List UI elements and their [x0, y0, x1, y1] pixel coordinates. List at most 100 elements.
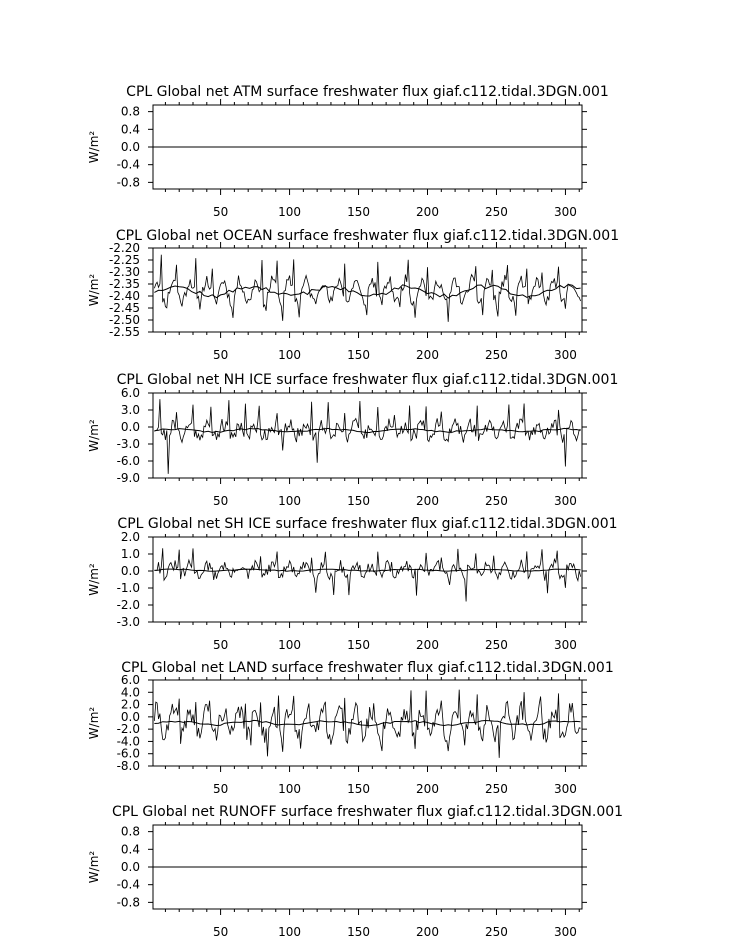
x-tick-label: 150: [347, 638, 370, 652]
chart-title: CPL Global net SH ICE surface freshwater…: [117, 516, 617, 532]
x-tick-label: 250: [485, 494, 508, 508]
y-tick-label: 4.0: [121, 685, 140, 699]
x-tick-label: 200: [416, 638, 439, 652]
y-tick-label: -8.0: [117, 759, 140, 773]
x-tick-label: 300: [554, 494, 577, 508]
y-tick-label: -2.35: [109, 277, 140, 291]
x-tick-label: 50: [213, 638, 228, 652]
x-tick-label: 300: [554, 925, 577, 939]
x-tick-label: 300: [554, 638, 577, 652]
series-line-2: [154, 719, 581, 727]
y-tick-label: -3.0: [117, 437, 140, 451]
y-tick-label: 1.0: [121, 547, 140, 561]
y-tick-label: -0.8: [117, 895, 140, 909]
x-tick-label: 150: [347, 782, 370, 796]
chart-panel-5: CPL Global net LAND surface freshwater f…: [87, 660, 614, 796]
y-axis-label: W/m²: [87, 419, 101, 452]
y-tick-label: -2.20: [109, 241, 140, 255]
x-tick-label: 200: [416, 205, 439, 219]
y-tick-label: -3.0: [117, 615, 140, 629]
x-tick-label: 100: [278, 638, 301, 652]
y-axis-label: W/m²: [87, 563, 101, 596]
series-line-1: [154, 399, 581, 474]
x-tick-label: 200: [416, 494, 439, 508]
y-tick-label: 0.8: [121, 825, 140, 839]
x-tick-label: 150: [347, 925, 370, 939]
chart-panel-4: CPL Global net SH ICE surface freshwater…: [87, 516, 618, 652]
y-axis-label: W/m²: [87, 851, 101, 884]
y-tick-label: -2.40: [109, 289, 140, 303]
y-tick-label: -2.0: [117, 722, 140, 736]
y-tick-label: 0.0: [121, 420, 140, 434]
x-tick-label: 150: [347, 494, 370, 508]
y-tick-label: 0.4: [121, 842, 140, 856]
x-tick-label: 250: [485, 205, 508, 219]
y-axis-label: W/m²: [87, 707, 101, 740]
x-tick-label: 300: [554, 348, 577, 362]
series-line-1: [154, 689, 581, 758]
x-tick-label: 100: [278, 494, 301, 508]
x-tick-label: 300: [554, 205, 577, 219]
series-line-2: [154, 568, 581, 572]
y-tick-label: -6.0: [117, 747, 140, 761]
y-tick-label: 2.0: [121, 698, 140, 712]
y-tick-label: -9.0: [117, 471, 140, 485]
x-tick-label: 100: [278, 782, 301, 796]
y-tick-label: -2.0: [117, 598, 140, 612]
chart-title: CPL Global net NH ICE surface freshwater…: [117, 372, 619, 388]
chart-panel-1: CPL Global net ATM surface freshwater fl…: [87, 84, 609, 219]
y-tick-label: -2.45: [109, 301, 140, 315]
y-tick-label: 2.0: [121, 530, 140, 544]
y-tick-label: 6.0: [121, 386, 140, 400]
x-tick-label: 50: [213, 782, 228, 796]
x-tick-label: 50: [213, 494, 228, 508]
x-tick-label: 50: [213, 925, 228, 939]
y-tick-label: 6.0: [121, 673, 140, 687]
x-tick-label: 250: [485, 348, 508, 362]
chart-title: CPL Global net RUNOFF surface freshwater…: [112, 804, 623, 820]
y-tick-label: 0.0: [121, 860, 140, 874]
chart-panel-2: CPL Global net OCEAN surface freshwater …: [87, 228, 619, 362]
y-tick-label: -2.55: [109, 325, 140, 339]
y-tick-label: -6.0: [117, 454, 140, 468]
y-tick-label: -2.50: [109, 313, 140, 327]
y-axis-label: W/m²: [87, 274, 101, 307]
y-tick-label: 0.8: [121, 105, 140, 119]
y-axis-label: W/m²: [87, 131, 101, 164]
x-tick-label: 100: [278, 205, 301, 219]
x-tick-label: 100: [278, 348, 301, 362]
chart-title: CPL Global net ATM surface freshwater fl…: [126, 84, 609, 100]
chart-title: CPL Global net OCEAN surface freshwater …: [116, 228, 619, 244]
x-tick-label: 300: [554, 782, 577, 796]
x-tick-label: 250: [485, 782, 508, 796]
chart-panel-3: CPL Global net NH ICE surface freshwater…: [87, 372, 618, 508]
chart-panel-6: CPL Global net RUNOFF surface freshwater…: [87, 804, 623, 939]
x-tick-label: 150: [347, 205, 370, 219]
y-tick-label: 0.0: [121, 564, 140, 578]
y-tick-label: -1.0: [117, 581, 140, 595]
x-tick-label: 50: [213, 205, 228, 219]
series-line-2: [154, 427, 581, 434]
x-tick-label: 250: [485, 925, 508, 939]
chart-title: CPL Global net LAND surface freshwater f…: [121, 660, 613, 676]
x-tick-label: 250: [485, 638, 508, 652]
y-tick-label: -2.30: [109, 265, 140, 279]
x-tick-label: 150: [347, 348, 370, 362]
x-tick-label: 50: [213, 348, 228, 362]
plot-frame: [152, 247, 583, 333]
plot-frame: [152, 679, 583, 767]
y-tick-label: -4.0: [117, 734, 140, 748]
x-tick-label: 100: [278, 925, 301, 939]
y-tick-label: -0.4: [117, 158, 140, 172]
series-line-1: [154, 548, 581, 602]
y-tick-label: -2.25: [109, 253, 140, 267]
y-tick-label: -0.4: [117, 878, 140, 892]
y-tick-label: 0.4: [121, 122, 140, 136]
plot-frame: [152, 536, 583, 623]
x-tick-label: 200: [416, 782, 439, 796]
y-tick-label: 3.0: [121, 403, 140, 417]
y-tick-label: -0.8: [117, 175, 140, 189]
y-tick-label: 0.0: [121, 140, 140, 154]
series-line-2: [154, 283, 581, 299]
